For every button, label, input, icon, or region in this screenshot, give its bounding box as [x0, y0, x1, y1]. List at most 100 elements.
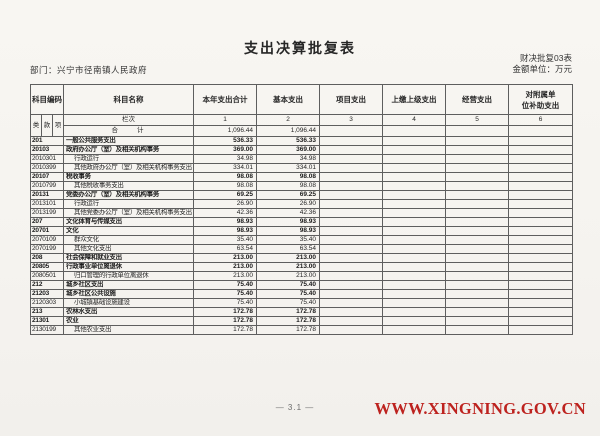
table-row: 213 农林水支出 172.78 172.78	[29, 307, 574, 317]
subject-name: 城乡社区公共设施	[63, 289, 195, 299]
subject-code: 2070199	[29, 244, 65, 254]
value-cell-1: 334.01	[193, 163, 258, 173]
table-row: 2013101 行政运行 26.90 26.90	[29, 199, 574, 209]
subject-code: 2010301	[29, 154, 65, 164]
value-cell-4	[382, 226, 447, 236]
value-cell-2: 213.00	[256, 253, 321, 263]
value-cell-3	[319, 136, 384, 146]
table-row: 2010799 其他税收事务支出 98.08 98.08	[29, 181, 574, 191]
subject-code: 20131	[29, 190, 65, 200]
value-cell-1: 63.54	[193, 244, 258, 254]
subject-code: 21203	[29, 289, 65, 299]
value-cell-5	[445, 289, 510, 299]
value-cell-3	[319, 307, 384, 317]
value-cell-2: 35.40	[256, 235, 321, 245]
page-number: — 3.1 —	[275, 403, 315, 412]
header-colnum-1: 1	[193, 114, 258, 126]
value-cell-4	[382, 289, 447, 299]
value-cell-2: 26.90	[256, 199, 321, 209]
value-cell-3	[319, 298, 384, 308]
value-cell-6	[508, 307, 574, 317]
value-cell-5	[445, 199, 510, 209]
subject-name: 农林水支出	[63, 307, 195, 317]
subject-name: 归口管理的行政单位离退休	[63, 271, 195, 281]
value-cell-6	[508, 253, 574, 263]
value-cell-1: 172.78	[193, 325, 258, 335]
value-cell-3	[319, 226, 384, 236]
value-cell-4	[382, 307, 447, 317]
total-value-3	[319, 125, 384, 137]
table-body: 科目编码 科目名称 本年支出合计 基本支出 项目支出 上缴上级支出 经营支出 对…	[29, 84, 574, 335]
value-cell-3	[319, 325, 384, 335]
table-row: 20701 文化 98.93 98.93	[29, 226, 574, 236]
header-col-basic: 基本支出	[256, 84, 321, 115]
page-title: 支出决算批复表	[244, 40, 356, 56]
value-cell-4	[382, 208, 447, 218]
value-cell-3	[319, 145, 384, 155]
subject-name: 行政运行	[63, 154, 195, 164]
table-row: 2010399 其他政府办公厅（室）及相关机构事务支出 334.01 334.01	[29, 163, 574, 173]
value-cell-4	[382, 172, 447, 182]
value-cell-3	[319, 244, 384, 254]
value-cell-5	[445, 217, 510, 227]
subject-code: 212	[29, 280, 65, 290]
value-cell-1: 75.40	[193, 289, 258, 299]
total-row: 合 计 1,096.44 1,096.44	[31, 125, 574, 137]
form-code-label: 财决批复03表	[520, 53, 572, 63]
header-colnum-6: 6	[508, 114, 574, 126]
header-subject-name: 科目名称	[63, 84, 195, 115]
value-cell-1: 213.00	[193, 271, 258, 281]
header-row-sub: 类 款 项 栏次 1 2 3 4 5 6	[30, 114, 574, 137]
site-watermark: WWW.XINGNING.GOV.CN	[374, 399, 586, 418]
value-cell-6	[508, 199, 574, 209]
table-row: 2080501 归口管理的行政单位离退休 213.00 213.00	[29, 271, 574, 281]
subject-code: 2080501	[29, 271, 65, 281]
value-cell-3	[319, 172, 384, 182]
value-cell-3	[319, 262, 384, 272]
value-cell-4	[382, 190, 447, 200]
value-cell-2: 369.00	[256, 145, 321, 155]
table-row: 2120303 小城镇基础设施建设 75.40 75.40	[29, 298, 574, 308]
header-col-total: 本年支出合计	[193, 84, 258, 115]
subject-name: 社会保障和就业支出	[63, 253, 195, 263]
value-cell-6	[508, 217, 574, 227]
header-col-upper: 上缴上级支出	[382, 84, 447, 115]
value-cell-4	[382, 253, 447, 263]
value-cell-5	[445, 154, 510, 164]
value-cell-6	[508, 235, 574, 245]
value-cell-5	[445, 226, 510, 236]
header-subject-code: 科目编码	[29, 84, 65, 115]
table-row: 2070199 其他文化支出 63.54 63.54	[29, 244, 574, 254]
header-col-project: 项目支出	[319, 84, 384, 115]
value-cell-4	[382, 181, 447, 191]
header-sub-class: 类	[30, 114, 42, 137]
total-value-1: 1,096.44	[193, 125, 258, 137]
value-cell-1: 213.00	[193, 262, 258, 272]
value-cell-5	[445, 253, 510, 263]
header-col-operating: 经营支出	[445, 84, 510, 115]
table-row: 2013199 其他党委办公厅（室）及相关机构事务支出 42.36 42.36	[29, 208, 574, 218]
value-cell-5	[445, 136, 510, 146]
subject-code: 213	[29, 307, 65, 317]
value-cell-4	[382, 262, 447, 272]
value-cell-1: 213.00	[193, 253, 258, 263]
value-cell-4	[382, 280, 447, 290]
value-cell-1: 98.08	[193, 181, 258, 191]
table-row: 20107 税收事务 98.08 98.08	[29, 172, 574, 182]
header-col-subsidy-line1: 对附属单	[525, 89, 556, 99]
header-colnum-5: 5	[445, 114, 510, 126]
subject-name: 农业	[63, 316, 195, 326]
total-value-4	[382, 125, 447, 137]
value-cell-6	[508, 325, 574, 335]
subject-name: 一般公共服务支出	[63, 136, 195, 146]
value-cell-3	[319, 253, 384, 263]
value-cell-4	[382, 316, 447, 326]
subject-name: 文化	[63, 226, 195, 236]
table-row: 2010301 行政运行 34.98 34.98	[29, 154, 574, 164]
value-cell-5	[445, 316, 510, 326]
value-cell-3	[319, 190, 384, 200]
header-sub-item: 项	[51, 114, 65, 137]
value-cell-1: 536.33	[193, 136, 258, 146]
subject-code: 2013101	[29, 199, 65, 209]
subject-name: 小城镇基础设施建设	[63, 298, 195, 308]
